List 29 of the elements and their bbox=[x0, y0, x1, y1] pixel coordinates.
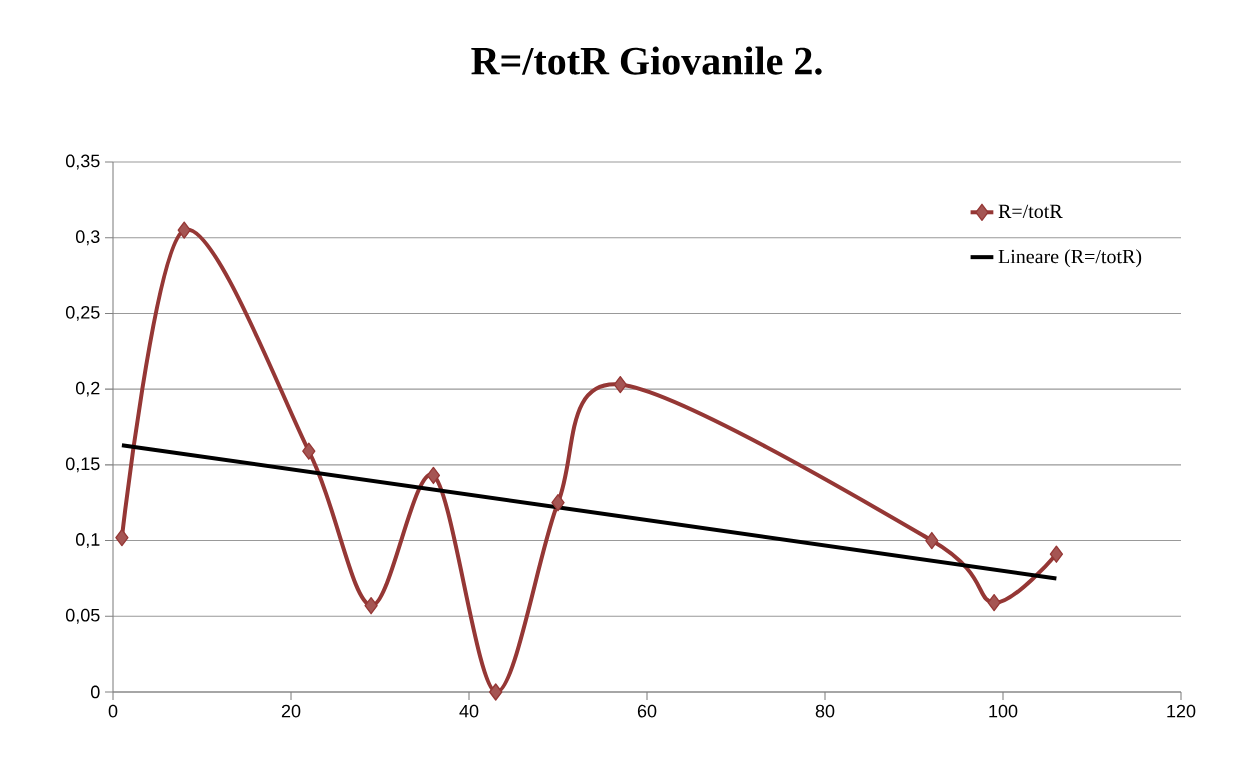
point bbox=[177, 221, 191, 239]
y-tick-label: 0 bbox=[91, 685, 100, 699]
x-tick-label: 120 bbox=[1167, 704, 1196, 718]
point bbox=[302, 442, 316, 460]
y-tick-label: 0,35 bbox=[65, 154, 100, 170]
legend-label: Lineare (R=/totR) bbox=[998, 249, 1142, 268]
y-tick-label: 0,15 bbox=[65, 457, 100, 473]
chart-title: R=/totR Giovanile 2. bbox=[471, 46, 822, 75]
legend-label: R=/totR bbox=[998, 204, 1063, 219]
y-tick-label: 0,2 bbox=[75, 381, 100, 397]
x-tick-label: 100 bbox=[989, 704, 1018, 718]
x-tick-label: 20 bbox=[281, 704, 301, 718]
x-tick-label: 0 bbox=[108, 704, 118, 718]
point bbox=[925, 531, 939, 550]
y-tick-label: 0,1 bbox=[75, 533, 100, 548]
point bbox=[613, 375, 627, 394]
x-tick-label: 40 bbox=[459, 704, 479, 718]
x-tick-label: 60 bbox=[637, 704, 657, 718]
point bbox=[426, 466, 441, 485]
y-tick-label: 0,25 bbox=[65, 305, 100, 321]
point bbox=[987, 593, 1001, 612]
point bbox=[364, 597, 378, 615]
y-tick-label: 0,05 bbox=[65, 608, 100, 624]
point bbox=[1049, 545, 1064, 563]
point bbox=[115, 528, 129, 547]
x-tick-label: 80 bbox=[815, 704, 835, 718]
point bbox=[551, 494, 565, 512]
y-tick-label: 0,3 bbox=[75, 230, 100, 246]
point bbox=[489, 683, 503, 701]
